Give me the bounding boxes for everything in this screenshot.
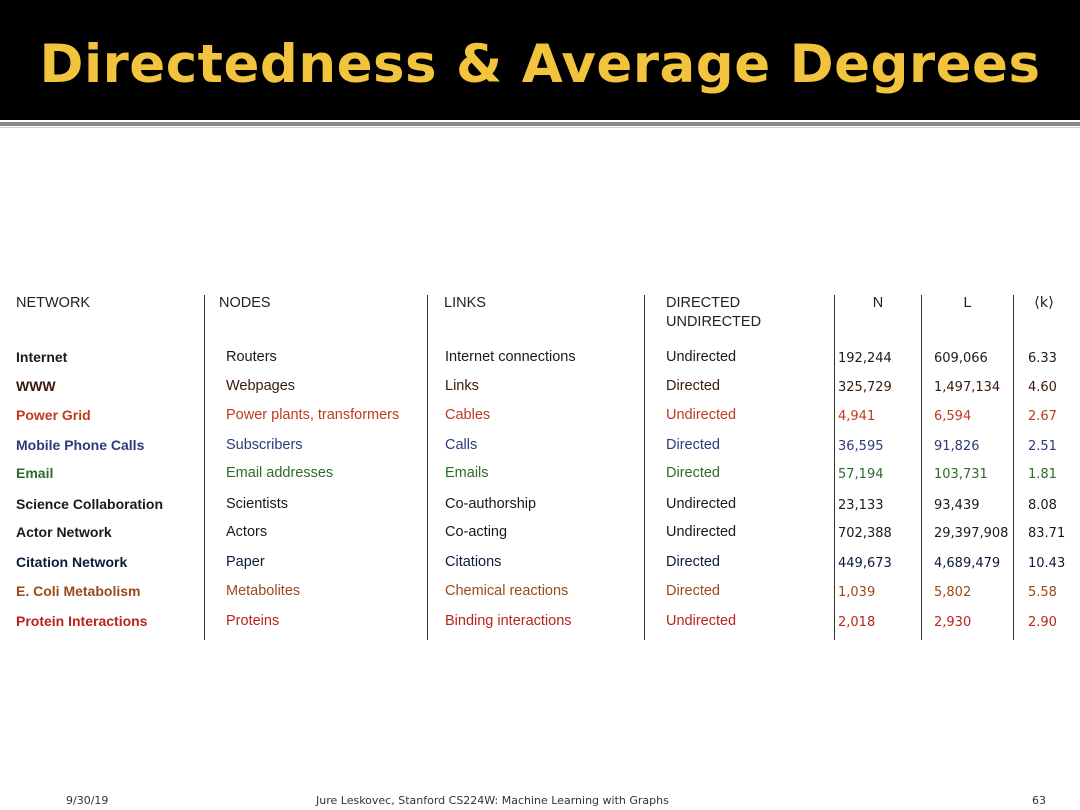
column-divider-2	[427, 295, 428, 640]
nodes-cell: Proteins	[226, 613, 280, 629]
n-cell: 449,673	[838, 556, 892, 571]
header-k: ⟨k⟩	[1034, 295, 1054, 311]
header-n: N	[872, 295, 884, 311]
links-cell: Calls	[445, 437, 478, 453]
l-cell: 93,439	[934, 498, 980, 513]
l-cell: 5,802	[934, 585, 972, 600]
l-cell: 609,066	[934, 351, 988, 366]
directedness-cell: Undirected	[666, 349, 737, 365]
nodes-cell: Metabolites	[226, 583, 301, 599]
directedness-cell: Undirected	[666, 613, 737, 629]
directedness-cell: Directed	[666, 378, 720, 394]
links-cell: Citations	[445, 554, 502, 570]
nodes-cell: Webpages	[226, 378, 296, 394]
k-cell: 4.60	[1028, 380, 1057, 395]
title-bar	[0, 0, 1080, 120]
header-nodes: NODES	[219, 295, 271, 311]
header-network: NETWORK	[16, 295, 91, 311]
nodes-cell: Routers	[226, 349, 277, 365]
nodes-cell: Actors	[226, 524, 268, 540]
network-name: E. Coli Metabolism	[16, 583, 141, 599]
network-name: Science Collaboration	[16, 496, 164, 512]
l-cell: 6,594	[934, 409, 972, 424]
links-cell: Emails	[445, 465, 489, 481]
column-divider-1	[204, 295, 205, 640]
directedness-cell: Directed	[666, 465, 720, 481]
column-divider-5	[921, 295, 922, 640]
l-cell: 2,930	[934, 615, 972, 630]
footer-date: 9/30/19	[66, 794, 109, 807]
links-cell: Chemical reactions	[445, 583, 569, 599]
n-cell: 2,018	[838, 615, 876, 630]
n-cell: 57,194	[838, 467, 884, 482]
l-cell: 103,731	[934, 467, 988, 482]
k-cell: 5.58	[1028, 585, 1057, 600]
l-cell: 91,826	[934, 439, 980, 454]
n-cell: 702,388	[838, 526, 892, 541]
k-cell: 10.43	[1028, 556, 1066, 571]
column-divider-6	[1013, 295, 1014, 640]
n-cell: 1,039	[838, 585, 876, 600]
k-cell: 2.51	[1028, 439, 1057, 454]
footer-page-number: 63	[1032, 794, 1046, 807]
k-cell: 1.81	[1028, 467, 1057, 482]
column-divider-4	[834, 295, 835, 640]
k-cell: 6.33	[1028, 351, 1057, 366]
directedness-cell: Directed	[666, 554, 720, 570]
l-cell: 4,689,479	[934, 556, 1001, 571]
k-cell: 8.08	[1028, 498, 1057, 513]
slide-title: Directedness & Average Degrees	[39, 34, 1041, 95]
network-name: Email	[16, 465, 54, 481]
network-name: Actor Network	[16, 524, 112, 540]
nodes-cell: Paper	[226, 554, 265, 570]
header-directed: DIRECTED	[666, 295, 741, 311]
n-cell: 325,729	[838, 380, 892, 395]
footer-credit: Jure Leskovec, Stanford CS224W: Machine …	[316, 794, 669, 807]
links-cell: Internet connections	[445, 349, 576, 365]
directedness-cell: Undirected	[666, 407, 737, 423]
l-cell: 29,397,908	[934, 526, 1009, 541]
title-divider-thin	[0, 127, 1080, 128]
network-name: Power Grid	[16, 407, 91, 423]
k-cell: 2.67	[1028, 409, 1057, 424]
column-divider-3	[644, 295, 645, 640]
nodes-cell: Power plants, transformers	[226, 407, 400, 423]
network-name: Citation Network	[16, 554, 128, 570]
links-cell: Co-authorship	[445, 496, 537, 512]
n-cell: 192,244	[838, 351, 892, 366]
links-cell: Co-acting	[445, 524, 508, 540]
k-cell: 83.71	[1028, 526, 1066, 541]
header-undirected: UNDIRECTED	[666, 314, 762, 330]
links-cell: Binding interactions	[445, 613, 572, 629]
k-cell: 2.90	[1028, 615, 1057, 630]
directedness-cell: Directed	[666, 583, 720, 599]
title-divider	[0, 122, 1080, 126]
n-cell: 23,133	[838, 498, 884, 513]
directedness-cell: Undirected	[666, 524, 737, 540]
header-links: LINKS	[444, 295, 486, 311]
links-cell: Links	[445, 378, 479, 394]
nodes-cell: Email addresses	[226, 465, 334, 481]
links-cell: Cables	[445, 407, 491, 423]
directedness-cell: Directed	[666, 437, 720, 453]
network-name: Protein Interactions	[16, 613, 148, 629]
network-name: Internet	[16, 349, 68, 365]
directedness-cell: Undirected	[666, 496, 737, 512]
n-cell: 4,941	[838, 409, 876, 424]
nodes-cell: Scientists	[226, 496, 289, 512]
network-name: Mobile Phone Calls	[16, 437, 145, 453]
l-cell: 1,497,134	[934, 380, 1001, 395]
header-l: L	[963, 295, 972, 311]
n-cell: 36,595	[838, 439, 884, 454]
network-name: WWW	[16, 378, 56, 394]
nodes-cell: Subscribers	[226, 437, 303, 453]
